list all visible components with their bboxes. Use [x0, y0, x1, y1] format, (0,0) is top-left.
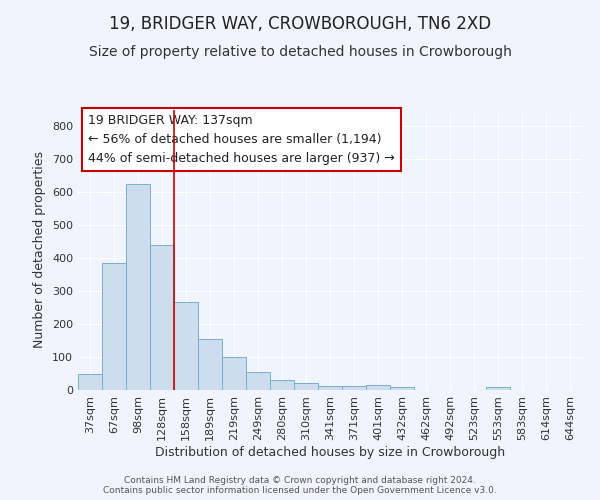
Bar	[198, 339, 222, 390]
Bar	[270, 380, 294, 390]
Bar	[150, 245, 174, 390]
Bar	[342, 386, 366, 390]
Bar	[390, 388, 414, 390]
Bar	[246, 372, 270, 390]
Bar	[294, 384, 318, 390]
Bar	[222, 357, 246, 390]
Bar	[174, 302, 198, 390]
Text: Contains HM Land Registry data © Crown copyright and database right 2024.
Contai: Contains HM Land Registry data © Crown c…	[103, 476, 497, 495]
Bar	[126, 184, 150, 390]
Y-axis label: Number of detached properties: Number of detached properties	[34, 152, 46, 348]
Bar	[366, 385, 390, 390]
Bar	[102, 263, 126, 390]
Text: Size of property relative to detached houses in Crowborough: Size of property relative to detached ho…	[89, 45, 511, 59]
Bar	[78, 374, 102, 390]
Text: 19, BRIDGER WAY, CROWBOROUGH, TN6 2XD: 19, BRIDGER WAY, CROWBOROUGH, TN6 2XD	[109, 15, 491, 33]
Text: 19 BRIDGER WAY: 137sqm
← 56% of detached houses are smaller (1,194)
44% of semi-: 19 BRIDGER WAY: 137sqm ← 56% of detached…	[88, 114, 395, 165]
Bar	[486, 388, 510, 390]
X-axis label: Distribution of detached houses by size in Crowborough: Distribution of detached houses by size …	[155, 446, 505, 458]
Bar	[318, 386, 342, 390]
